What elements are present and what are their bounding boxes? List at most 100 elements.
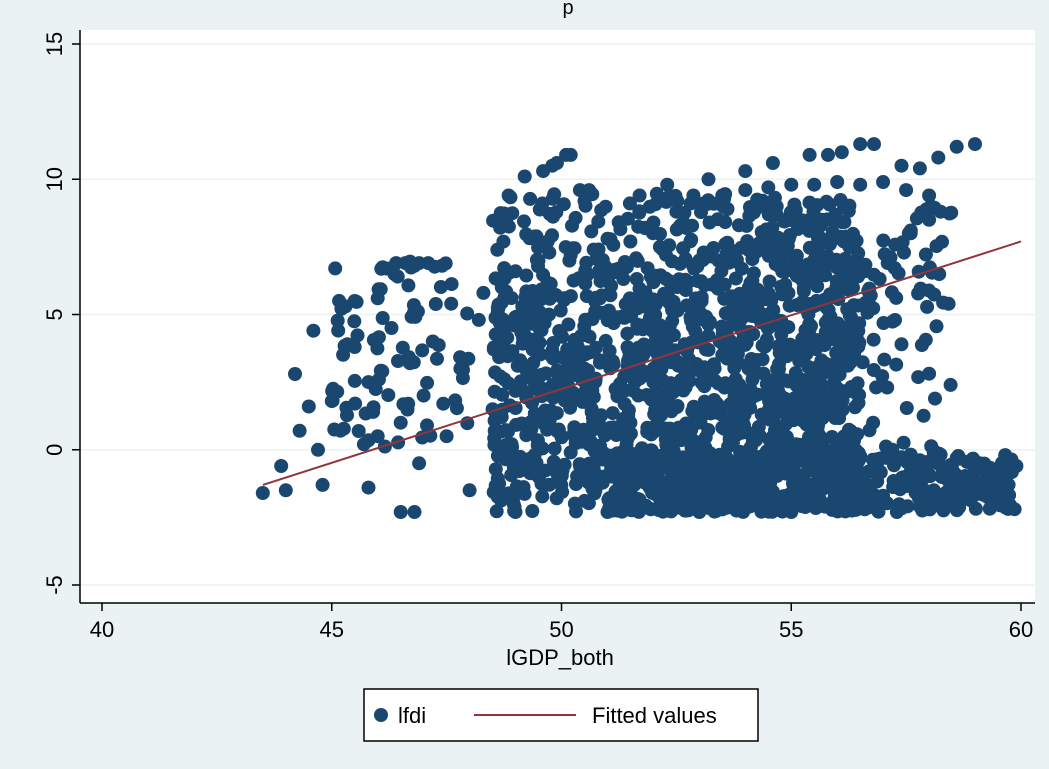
scatter-point-fill-1500 [663, 421, 678, 436]
scatter-point-82 [600, 505, 615, 519]
tick-labels: 40 45 50 55 60 -5 0 5 10 15 [42, 32, 1033, 642]
scatter-point-fill-1855 [665, 495, 680, 509]
scatter-point-66 [788, 437, 803, 452]
scatter-point-fill-1356 [795, 294, 810, 309]
scatter-point-fill-1975 [328, 261, 343, 276]
scatter-point-fill-1346 [789, 378, 804, 393]
legend-label-fitted: Fitted values [592, 703, 717, 728]
scatter-point-fill-1953 [618, 445, 633, 460]
scatter-point-fill-1229 [724, 289, 739, 304]
scatter-point-fill-1942 [817, 499, 832, 514]
scatter-point-fill-1038 [707, 361, 722, 376]
scatter-point-15 [370, 291, 385, 306]
scatter-point-fill-1921 [754, 476, 768, 491]
x-tick-label-4: 60 [1009, 617, 1033, 642]
scatter-point-fill-1883 [769, 447, 784, 462]
scatter-point-fill-1226 [738, 337, 753, 352]
scatter-point-92 [600, 231, 615, 246]
scatter-point-fill-1348 [640, 420, 655, 435]
scatter-point-11 [347, 340, 362, 354]
x-tick-label-0: 40 [90, 617, 114, 642]
scatter-point-fill-1497 [897, 245, 911, 260]
scatter-point-113 [692, 253, 707, 268]
scatter-point-fill-1934 [651, 459, 666, 474]
scatter-point-70 [949, 450, 964, 465]
scatter-point-fill-1337 [566, 385, 581, 400]
scatter-point-22 [435, 258, 449, 273]
scatter-point-fill-1892 [948, 466, 963, 481]
scatter-point-fill-1916 [932, 492, 947, 507]
scatter-point-51 [922, 212, 937, 227]
scatter-point-fill-439 [569, 504, 583, 519]
scatter-point-fill-992 [745, 252, 760, 267]
scatter-point-47 [912, 161, 927, 176]
scatter-point-86 [494, 280, 509, 295]
scatter-point-109 [669, 456, 684, 471]
scatter-point-fill-1931 [991, 491, 1006, 505]
scatter-point-fill-1847 [692, 465, 707, 480]
scatter-point-1 [274, 459, 289, 473]
scatter-point-fill-1556 [929, 239, 944, 254]
scatter-point-fill-1354 [804, 272, 819, 287]
scatter-point-fill-1004 [746, 327, 761, 342]
scatter-point-fill-1830 [795, 451, 810, 466]
scatter-point-58 [811, 358, 826, 373]
scatter-point-fill-1265 [563, 445, 578, 460]
scatter-point-fill-1097 [631, 388, 646, 403]
scatter-point-fill-1908 [745, 460, 760, 475]
scatter-point-fill-1836 [932, 457, 947, 472]
scatter-point-fill-277 [740, 234, 755, 249]
scatter-point-fill-1851 [634, 462, 649, 477]
scatter-point-fill-1200 [648, 308, 663, 322]
y-tick-label-1: 0 [42, 444, 67, 456]
scatter-point-fill-1361 [579, 268, 594, 283]
scatter-point-54 [857, 264, 872, 279]
scatter-point-fill-2037 [370, 341, 385, 356]
scatter-point-fill-1289 [587, 444, 602, 458]
scatter-point-fill-1974 [375, 311, 390, 325]
scatter-point-73 [1009, 459, 1024, 473]
scatter-point-fill-592 [746, 266, 761, 281]
scatter-point-fill-1515 [920, 299, 935, 314]
scatter-point-fill-1464 [855, 355, 870, 370]
scatter-point-fill-1430 [748, 388, 763, 403]
scatter-point-102 [830, 175, 845, 189]
scatter-point-fill-1176 [718, 306, 733, 321]
scatter-point-38 [701, 172, 716, 187]
scatter-point-fill-1129 [586, 415, 601, 430]
scatter-point-fill-1511 [827, 356, 842, 371]
scatter-point-fill-1555 [936, 295, 951, 310]
scatter-point-fill-1484 [839, 266, 854, 281]
scatter-point-49 [949, 139, 964, 154]
scatter-point-fill-302 [489, 504, 504, 519]
scatter-point-fill-1362 [788, 203, 803, 218]
scatter-point-91 [586, 242, 601, 257]
scatter-point-fill-1729 [754, 449, 769, 464]
scatter-point-63 [646, 375, 661, 390]
scatter-point-36 [632, 188, 647, 203]
scatter-point-fill-1417 [746, 358, 761, 373]
scatter-point-114 [554, 429, 569, 444]
scatter-point-98 [738, 183, 753, 198]
scatter-point-fill-1558 [688, 449, 703, 464]
scatter-point-fill-1372 [732, 377, 747, 392]
scatter-point-fill-1917 [917, 468, 932, 482]
scatter-point-26 [407, 505, 422, 519]
scatter-point-fill-1545 [863, 301, 878, 316]
scatter-point-fill-2000 [347, 314, 362, 329]
scatter-point-5 [301, 399, 316, 414]
scatter-point-90 [563, 248, 578, 262]
scatter-point-83 [692, 505, 707, 519]
scatter-point-fill-1336 [523, 415, 538, 430]
scatter-point-fill-1440 [875, 369, 890, 384]
scatter-point-84 [784, 505, 799, 519]
scatter-point-fill-864 [543, 276, 558, 291]
scatter-point-fill-728 [503, 190, 518, 205]
scatter-point-121 [393, 415, 408, 430]
scatter-point-fill-370 [727, 361, 742, 376]
scatter-point-59 [807, 375, 822, 390]
scatter-point-fill-835 [490, 305, 505, 320]
scatter-point-fill-2028 [339, 400, 354, 415]
axes [72, 30, 1035, 611]
scatter-point-fill-1269 [715, 319, 729, 334]
